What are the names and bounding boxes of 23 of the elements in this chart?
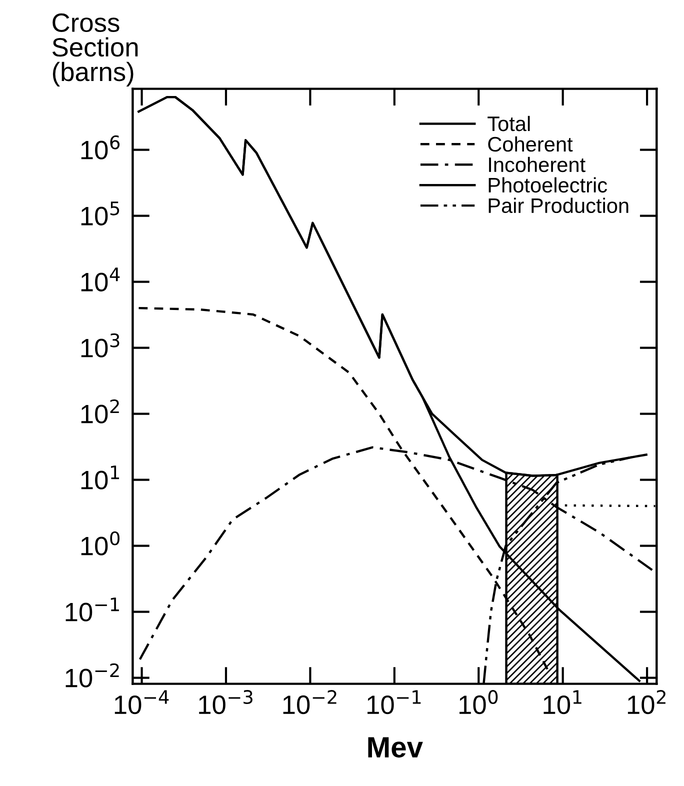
legend-label: Photoelectric: [488, 177, 608, 193]
y-tick-label: 10$^{5}$: [81, 202, 120, 226]
x-tick-label: 10$^{1}$: [544, 690, 582, 714]
y-tick-label: 10$^{4}$: [81, 268, 120, 292]
x-tick-label: 10$^{−4}$: [114, 690, 169, 714]
x-tick-label: 10$^{0}$: [460, 690, 498, 714]
x-tick-label: 10$^{−3}$: [199, 690, 252, 714]
y-tick-label: 10$^{−1}$: [66, 598, 119, 622]
y-axis-title: Cross Section (barns): [52, 13, 138, 86]
x-tick-label: 10$^{2}$: [628, 690, 666, 714]
y-tick-label: 10$^{0}$: [81, 531, 120, 556]
legend-label: Pair Production: [488, 198, 628, 214]
y-tick-label: 10$^{2}$: [81, 399, 119, 424]
legend-label: Total: [488, 116, 530, 132]
legend-label: Coherent: [488, 136, 573, 152]
x-tick-label: 10$^{−2}$: [283, 690, 336, 714]
y-tick-label: 10$^{1}$: [81, 466, 120, 490]
x-axis-title: Mev: [368, 737, 423, 758]
legend-label: Incoherent: [489, 156, 586, 172]
y-tick-label: 10$^{−2}$: [66, 663, 119, 688]
x-tick-label: 10$^{−1}$: [368, 690, 421, 714]
y-tick-label: 10$^{3}$: [81, 333, 120, 358]
y-tick-label: 10$^{6}$: [81, 135, 120, 160]
